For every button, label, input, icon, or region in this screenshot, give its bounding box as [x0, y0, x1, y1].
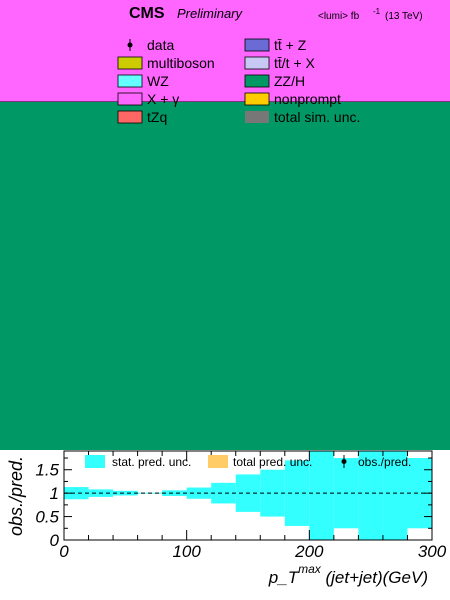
legend-swatch — [244, 38, 270, 52]
stat-unc-band — [162, 490, 187, 496]
legend-swatch — [117, 74, 143, 88]
x-axis-label-base: p_T — [268, 568, 300, 587]
ratio-frame — [63, 450, 433, 541]
legend-swatch — [244, 92, 270, 106]
x-tick-label: 200 — [294, 542, 324, 561]
stat-unc-band — [64, 487, 89, 500]
legend-entry: total sim. unc. — [245, 109, 360, 125]
ratio-legend: stat. pred. unc. total pred. unc. obs./p… — [85, 455, 411, 469]
stat-unc-band — [382, 451, 408, 540]
preliminary-label: Preliminary — [177, 6, 244, 21]
total-unc-legend-swatch — [208, 455, 228, 468]
legend-entry: WZ — [117, 73, 169, 89]
legend-label: multiboson — [147, 55, 215, 71]
legend-swatch — [244, 56, 270, 70]
legend-swatch — [244, 74, 270, 88]
legend-entry: tt̄ + Z — [244, 37, 307, 53]
x-axis-label-superscript: max — [298, 562, 322, 576]
x-axis-label-rest: (jet+jet)(GeV) — [321, 568, 428, 587]
stat-unc-band — [211, 482, 236, 504]
legend-swatch — [117, 92, 143, 106]
ratio-y-axis-label: obs./pred. — [6, 456, 26, 536]
legend-label: X + γ — [147, 91, 179, 107]
stat-unc-band — [260, 469, 285, 517]
legend: data tt̄ + Z multiboson tt̄/t + X WZ ZZ/H X + … — [117, 37, 360, 125]
legend-swatch — [117, 110, 143, 124]
energy-label: (13 TeV) — [385, 11, 423, 22]
stat-unc-legend-label: stat. pred. unc. — [112, 455, 191, 469]
legend-label: ZZ/H — [274, 73, 305, 89]
stat-unc-band — [358, 451, 383, 540]
legend-entry: multiboson — [117, 55, 215, 71]
legend-entry: ZZ/H — [244, 73, 305, 89]
data-marker — [127, 42, 133, 48]
x-tick-label: 0 — [59, 542, 69, 561]
y-tick-label: 0 — [50, 531, 60, 550]
lumi-label: <lumi> fb — [318, 11, 360, 22]
legend-entry: tt̄/t + X — [244, 55, 316, 71]
y-tick-label: 0.5 — [35, 508, 59, 527]
y-tick-label: 1 — [50, 484, 59, 503]
legend-entry: data — [127, 37, 174, 53]
upper-panel-top-band — [0, 0, 450, 102]
legend-label: nonprompt — [274, 91, 341, 107]
legend-entry: nonprompt — [244, 91, 341, 107]
legend-label: data — [147, 37, 174, 53]
ratio-bands — [64, 451, 432, 540]
x-tick-label: 300 — [418, 542, 447, 561]
lumi-exponent: -1 — [373, 7, 381, 16]
legend-entry: X + γ — [117, 91, 179, 107]
legend-label: WZ — [147, 73, 169, 89]
legend-entry: tZq — [117, 109, 167, 125]
obs-legend-label: obs./pred. — [358, 455, 411, 469]
x-tick-label: 100 — [172, 542, 201, 561]
cms-label: CMS — [129, 5, 165, 22]
obs-legend-marker — [341, 459, 347, 464]
total-unc-legend-label: total pred. unc. — [233, 455, 312, 469]
legend-label: tZq — [147, 109, 167, 125]
stat-unc-band — [309, 451, 334, 540]
legend-label: tt̄ + Z — [274, 37, 307, 53]
legend-swatch — [117, 56, 143, 70]
legend-label: tt̄/t + X — [274, 55, 316, 71]
stat-unc-legend-swatch — [85, 455, 105, 468]
legend-swatch — [245, 111, 269, 123]
stat-unc-band — [113, 490, 138, 496]
legend-label: total sim. unc. — [274, 109, 360, 125]
x-axis-label: p_Tmax (jet+jet)(GeV) — [268, 562, 428, 587]
y-tick-label: 1.5 — [35, 461, 59, 480]
upper-panel-main-fill — [0, 102, 450, 450]
